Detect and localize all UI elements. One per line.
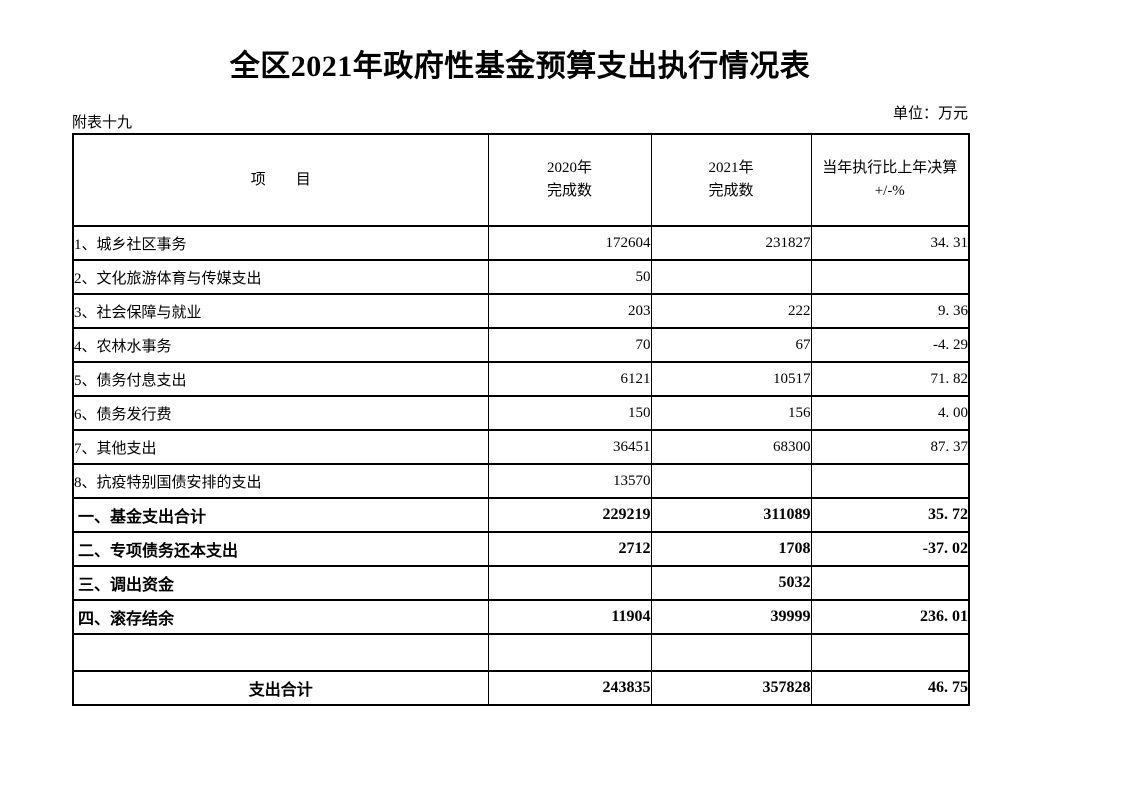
pct-change-cell: -37. 02 [810,531,970,567]
value-2020-cell: 172604 [487,225,652,261]
value-2020-cell: 150 [487,395,652,431]
value-2020-cell: 203 [487,293,652,329]
header-row: 项 目 2020年 完成数 2021年 完成数 当年执行比上年决算 +/-% [72,133,970,227]
value-2020-cell: 243835 [487,670,652,706]
value-2020-cell [487,565,652,601]
table-row: 1、城乡社区事务 172604 231827 34. 31 [72,225,970,261]
header-2020-line2: 完成数 [546,183,592,199]
budget-table-body: 1、城乡社区事务 172604 231827 34. 31 2、文化旅游体育与传媒支出 5… [72,225,970,706]
table-row: 7、其他支出 36451 68300 87. 37 [72,429,970,465]
pct-change-cell [810,565,970,601]
table-row: 一、基金支出合计 229219 311089 35. 72 [72,497,970,533]
value-2020-cell: 36451 [487,429,652,465]
header-item-column: 项 目 [72,133,489,227]
pct-change-cell: 46. 75 [810,670,970,706]
attachment-note: 附表十九 [72,115,133,131]
value-2020-cell: 11904 [487,599,652,635]
value-2020-cell [487,633,652,672]
value-2020-cell: 229219 [487,497,652,533]
item-label-cell [72,633,489,672]
table-row: 2、文化旅游体育与传媒支出 50 [72,259,970,295]
table-row: 5、债务付息支出 6121 10517 71. 82 [72,361,970,397]
value-2020-cell: 6121 [487,361,652,397]
pct-change-cell: 71. 82 [810,361,970,397]
item-label-cell: 1、城乡社区事务 [72,225,489,261]
value-2021-cell [650,463,812,499]
table-row: 四、滚存结余 11904 39999 236. 01 [72,599,970,635]
table-row: 6、债务发行费 150 156 4. 00 [72,395,970,431]
pct-change-cell: 4. 00 [810,395,970,431]
value-2020-cell: 13570 [487,463,652,499]
value-2021-cell: 357828 [650,670,812,706]
item-label-cell: 二、专项债务还本支出 [72,531,489,567]
item-label-cell: 三、调出资金 [72,565,489,601]
table-row: 3、社会保障与就业 203 222 9. 36 [72,293,970,329]
item-label-cell: 7、其他支出 [72,429,489,465]
header-2021-column: 2021年 完成数 [650,133,812,227]
pct-change-cell: 87. 37 [810,429,970,465]
value-2021-cell: 222 [650,293,812,329]
value-2021-cell: 311089 [650,497,812,533]
value-2021-cell: 1708 [650,531,812,567]
header-pct-column: 当年执行比上年决算 +/-% [810,133,970,227]
pct-change-cell: -4. 29 [810,327,970,363]
value-2020-cell: 70 [487,327,652,363]
item-label-cell: 2、文化旅游体育与传媒支出 [72,259,489,295]
item-label-cell: 6、债务发行费 [72,395,489,431]
value-2021-cell: 5032 [650,565,812,601]
page-title: 全区2021年政府性基金预算支出执行情况表 [229,50,811,83]
pct-change-cell: 9. 36 [810,293,970,329]
item-label-cell: 5、债务付息支出 [72,361,489,397]
value-2021-cell: 231827 [650,225,812,261]
item-label-cell: 8、抗疫特别国债安排的支出 [72,463,489,499]
value-2021-cell: 67 [650,327,812,363]
item-label-cell: 四、滚存结余 [72,599,489,635]
pct-change-cell: 35. 72 [810,497,970,533]
item-label-cell: 一、基金支出合计 [72,497,489,533]
table-row [72,633,970,672]
header-item-label: 项 目 [250,171,311,188]
document-page: 全区2021年政府性基金预算支出执行情况表 附表十九 单位：万元 项 目 202… [72,0,970,706]
value-2021-cell: 156 [650,395,812,431]
item-label-cell: 支出合计 [72,670,489,706]
table-row: 支出合计 243835 357828 46. 75 [72,670,970,706]
budget-table: 项 目 2020年 完成数 2021年 完成数 当年执行比上年决算 +/-% 1… [72,133,970,706]
table-meta-row: 附表十九 单位：万元 [72,101,968,133]
value-2021-cell [650,259,812,295]
value-2021-cell: 10517 [650,361,812,397]
value-2021-cell [650,633,812,672]
pct-change-cell [810,463,970,499]
value-2020-cell: 2712 [487,531,652,567]
header-pct-line1: 当年执行比上年决算 [822,160,958,176]
pct-change-cell [810,633,970,672]
value-2020-cell: 50 [487,259,652,295]
unit-label: 单位：万元 [892,106,968,122]
item-label-cell: 3、社会保障与就业 [72,293,489,329]
value-2021-cell: 39999 [650,599,812,635]
header-2020-column: 2020年 完成数 [487,133,652,227]
header-pct-line2: +/-% [874,183,905,199]
value-2021-cell: 68300 [650,429,812,465]
header-2020-line1: 2020年 [546,160,592,176]
table-row: 三、调出资金 5032 [72,565,970,601]
table-row: 4、农林水事务 70 67 -4. 29 [72,327,970,363]
pct-change-cell: 236. 01 [810,599,970,635]
pct-change-cell [810,259,970,295]
header-2021-line2: 完成数 [708,183,754,199]
table-row: 8、抗疫特别国债安排的支出 13570 [72,463,970,499]
table-row: 二、专项债务还本支出 2712 1708 -37. 02 [72,531,970,567]
header-2021-line1: 2021年 [708,160,754,176]
pct-change-cell: 34. 31 [810,225,970,261]
item-label-cell: 4、农林水事务 [72,327,489,363]
